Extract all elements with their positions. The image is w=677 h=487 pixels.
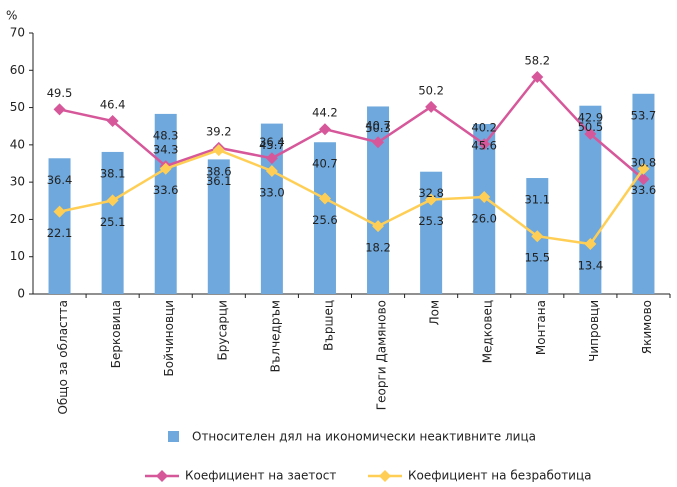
- marker: [478, 191, 491, 204]
- legend-label: Коефициент на заетост: [185, 469, 336, 483]
- marker: [265, 152, 278, 165]
- data-label: 44.2: [312, 106, 338, 120]
- x-tick-label: Берковица: [109, 300, 123, 368]
- data-label: 25.1: [100, 215, 126, 229]
- marker: [425, 100, 438, 113]
- line: [59, 148, 645, 246]
- line: [59, 75, 645, 181]
- legend-label: Относителен дял на икономически неактивн…: [192, 430, 536, 444]
- marker: [637, 173, 650, 186]
- y-tick-label: 30: [10, 175, 25, 189]
- x-tick-label: Бойчиновци: [162, 300, 176, 377]
- x-tick-label: Монтана: [534, 300, 548, 355]
- data-label: 33.6: [631, 183, 657, 197]
- data-label: 26.0: [471, 212, 497, 226]
- bar: [260, 123, 283, 295]
- data-label: 22.1: [47, 226, 73, 240]
- marker: [318, 123, 331, 136]
- marker: [584, 128, 597, 141]
- marker: [584, 238, 597, 251]
- data-label: 45.6: [471, 138, 497, 152]
- bar: [632, 93, 655, 294]
- x-tick-label: Общо за областта: [56, 300, 70, 415]
- marker: [53, 103, 66, 116]
- data-label: 46.4: [100, 97, 126, 111]
- y-tick-label: 20: [10, 212, 25, 226]
- data-label: 34.3: [153, 143, 179, 157]
- data-label: 38.6: [206, 165, 232, 179]
- data-label: 18.2: [365, 241, 391, 255]
- marker: [53, 205, 66, 218]
- legend-marker: [156, 470, 168, 482]
- bar: [101, 151, 124, 294]
- marker: [478, 138, 491, 151]
- marker: [425, 193, 438, 206]
- marker: [265, 164, 278, 177]
- data-label: 48.3: [153, 128, 179, 142]
- data-label: 36.4: [259, 135, 285, 149]
- data-label: 50.2: [418, 83, 444, 97]
- y-axis-label: %: [6, 9, 17, 23]
- data-label: 38.1: [100, 166, 126, 180]
- x-tick-label: Чипровци: [587, 300, 601, 362]
- y-tick-label: 40: [10, 137, 25, 151]
- legend-swatch: [168, 431, 179, 442]
- data-label: 50.5: [578, 120, 604, 134]
- data-label: 36.4: [47, 173, 73, 187]
- bar: [154, 113, 177, 294]
- x-tick-label: Лом: [428, 300, 442, 325]
- data-label: 30.8: [631, 156, 657, 170]
- x-tick-label: Вълчедръм: [268, 300, 282, 372]
- bar: [313, 142, 336, 294]
- data-label: 32.8: [418, 186, 444, 200]
- bar: [579, 105, 602, 294]
- data-label: 39.2: [206, 124, 232, 138]
- marker: [372, 220, 385, 233]
- legend-marker: [379, 470, 391, 482]
- data-label: 42.9: [578, 111, 604, 125]
- x-tick-label: Якимово: [640, 300, 654, 354]
- x-tick-label: Георги Дамяново: [375, 300, 389, 410]
- marker: [531, 230, 544, 243]
- data-label: 25.6: [312, 213, 338, 227]
- marker: [159, 162, 172, 175]
- data-label: 40.2: [471, 121, 497, 135]
- data-label: 53.7: [631, 108, 657, 122]
- marker: [106, 114, 119, 127]
- x-tick-label: Медковец: [481, 300, 495, 363]
- data-label: 58.2: [524, 53, 550, 67]
- bar: [207, 159, 230, 294]
- bar: [48, 158, 71, 294]
- marker: [637, 162, 650, 175]
- marker: [318, 192, 331, 205]
- data-label: 50.3: [365, 121, 391, 135]
- data-label: 15.5: [524, 251, 550, 265]
- data-label: 13.4: [578, 259, 604, 273]
- y-tick-label: 10: [10, 249, 25, 263]
- legend-label: Коефициент на безработица: [408, 469, 592, 483]
- data-label: 40.7: [312, 157, 338, 171]
- marker: [212, 144, 225, 157]
- bar: [473, 123, 496, 294]
- data-label: 40.7: [365, 119, 391, 133]
- data-label: 25.3: [418, 214, 444, 228]
- bar: [367, 106, 390, 295]
- y-tick-label: 50: [10, 100, 25, 114]
- data-label: 36.1: [206, 174, 232, 188]
- x-tick-label: Вършец: [321, 300, 335, 351]
- data-label: 33.0: [259, 185, 285, 199]
- marker: [372, 136, 385, 149]
- y-tick-label: 0: [17, 287, 25, 301]
- data-label: 45.7: [259, 138, 285, 152]
- x-tick-label: Брусарци: [215, 300, 229, 361]
- data-label: 49.5: [47, 86, 73, 100]
- y-tick-label: 70: [10, 26, 25, 40]
- marker: [106, 194, 119, 207]
- y-tick-label: 60: [10, 63, 25, 77]
- data-label: 31.1: [524, 193, 550, 207]
- marker: [531, 70, 544, 83]
- data-label: 33.6: [153, 183, 179, 197]
